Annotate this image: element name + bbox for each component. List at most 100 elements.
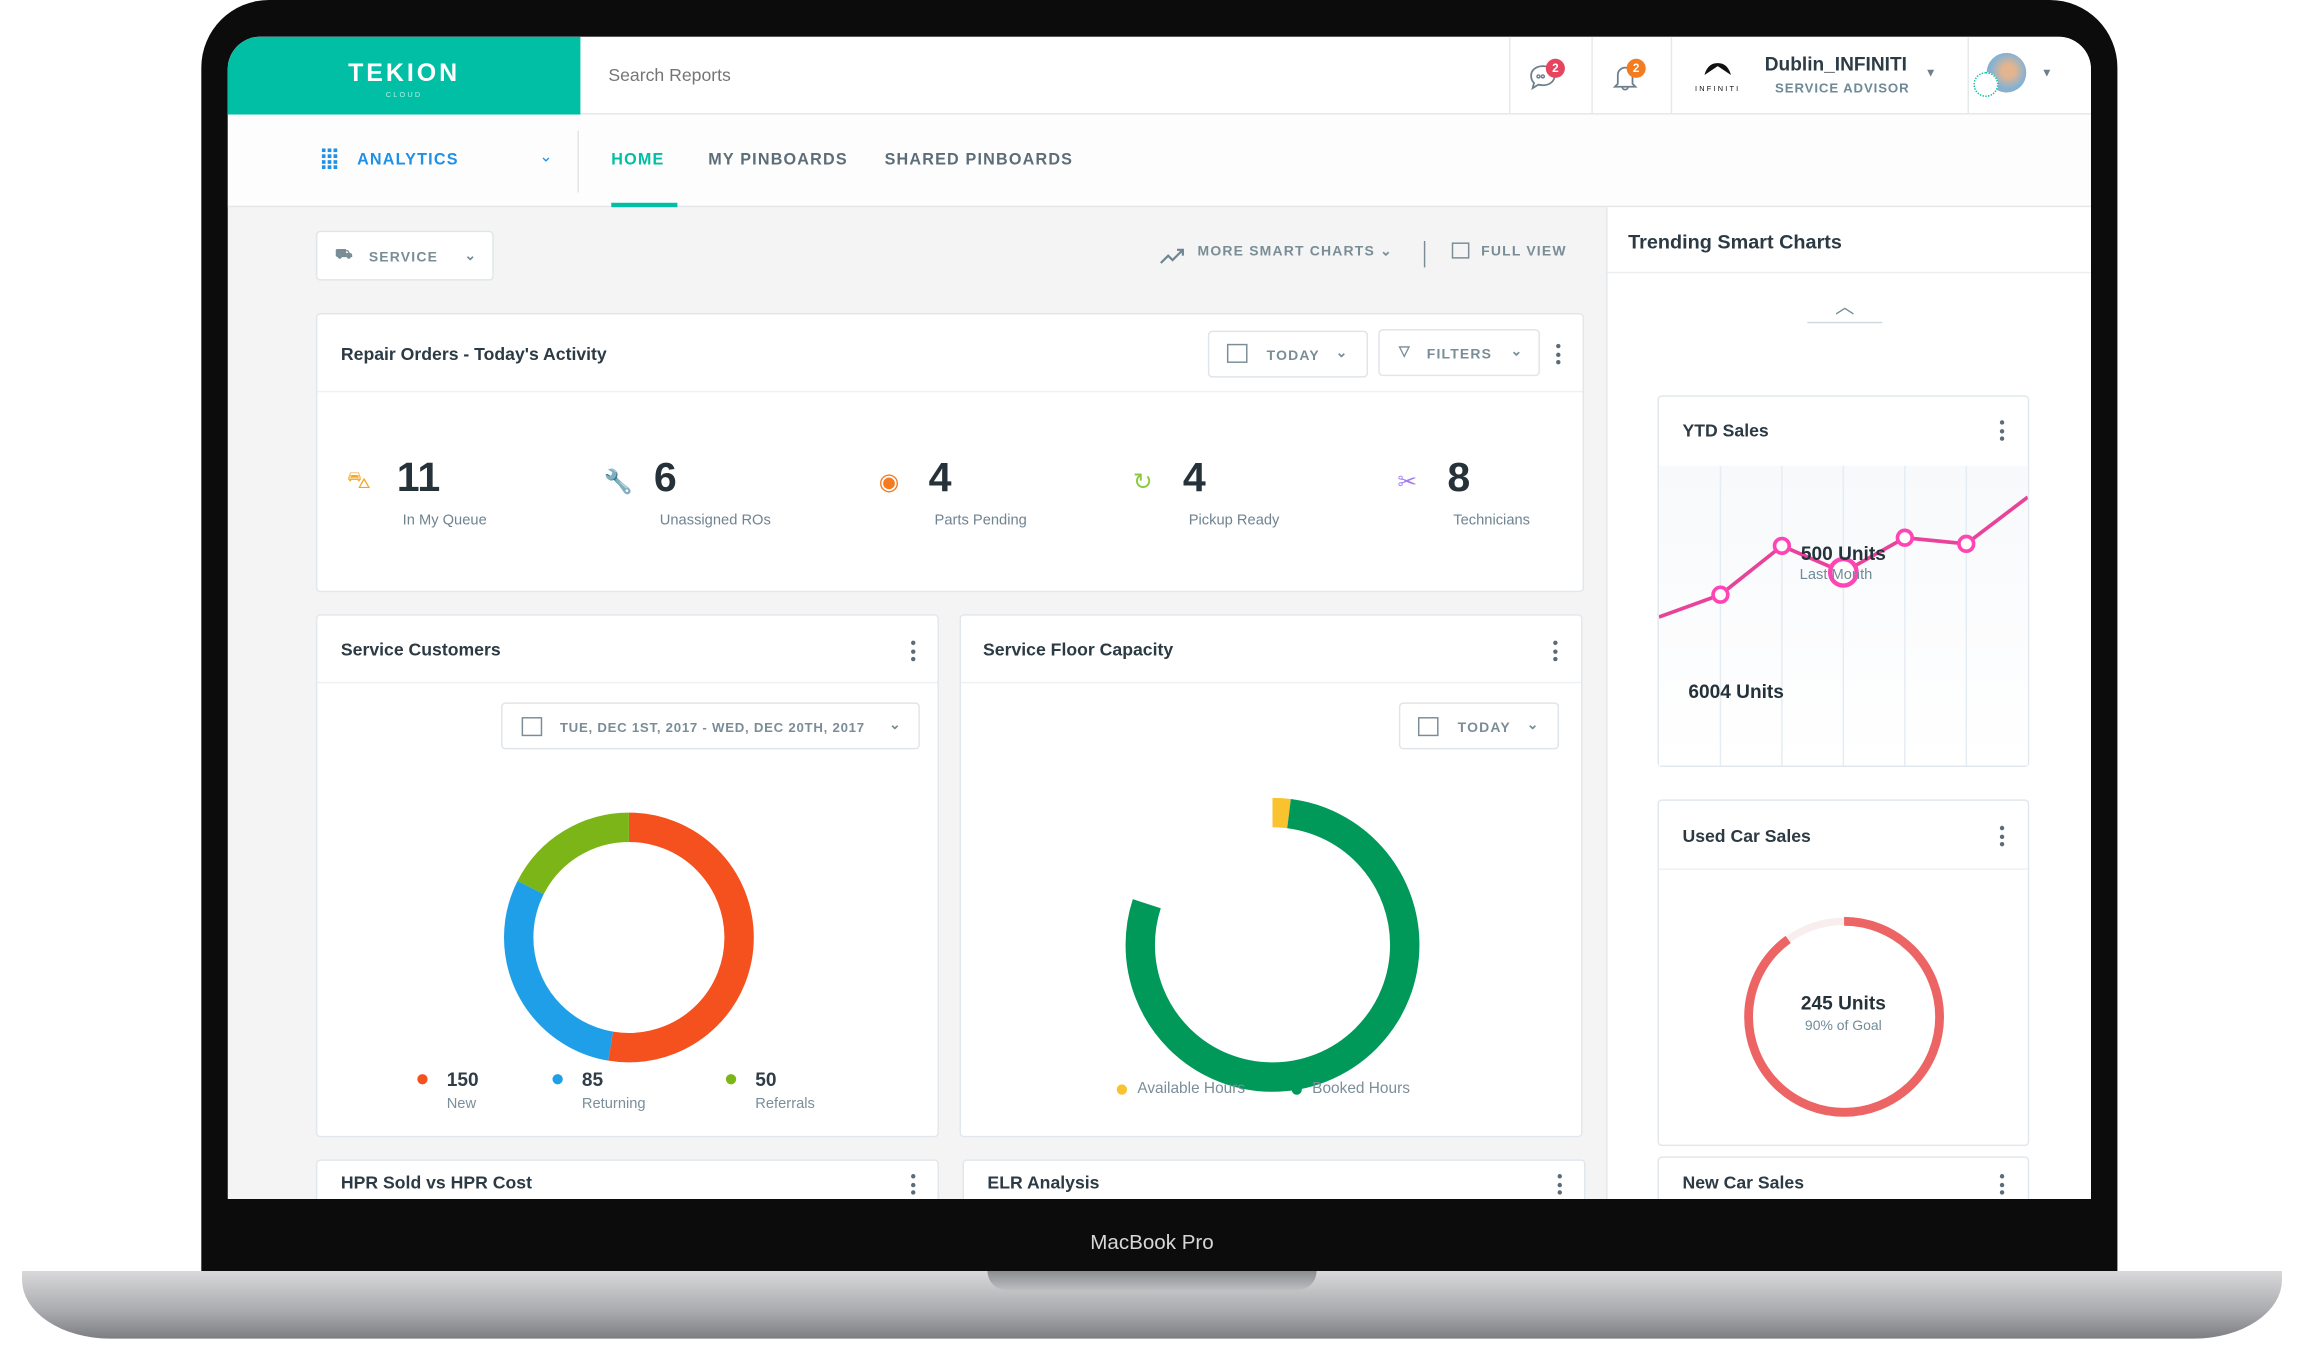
kpi-label: Unassigned ROs — [659, 512, 771, 529]
app-grid-icon[interactable] — [321, 148, 343, 176]
notifications-button[interactable]: 2 — [1609, 58, 1647, 95]
kpi-label: Parts Pending — [934, 512, 1027, 529]
service-floor-donut — [1125, 797, 1420, 1092]
kpi-value: 11 — [396, 454, 441, 500]
hpr-card: HPR Sold vs HPR Cost — [315, 1159, 939, 1200]
clock-in-icon[interactable] — [1973, 72, 1999, 97]
device-label: MacBook Pro — [1090, 1229, 1214, 1254]
more-options-icon[interactable] — [1553, 640, 1558, 665]
kpi-value: 4 — [1182, 454, 1206, 500]
divider — [1967, 36, 1969, 115]
card-title: Service Customers — [340, 639, 501, 660]
date-filter-select[interactable]: TODAY ⌄ — [1207, 330, 1369, 378]
service-customers-donut — [504, 812, 754, 1063]
legend-dot — [417, 1074, 428, 1085]
app-menu-analytics[interactable]: ANALYTICS — [357, 151, 459, 169]
more-smart-charts-label: MORE SMART CHARTS — [1197, 243, 1375, 261]
ytd-total: 6004 Units — [1688, 680, 1784, 703]
calendar-icon — [1417, 717, 1439, 737]
used-car-sales-gauge — [1744, 916, 1945, 1117]
chevron-down-icon[interactable]: ⌄ — [539, 148, 553, 167]
used-car-sales-card: Used Car Sales 245 Units 90% of Goal — [1657, 799, 2030, 1147]
legend-dot — [552, 1074, 563, 1085]
tab-active-indicator — [611, 202, 678, 208]
donut-segment-returning[interactable] — [504, 812, 754, 1063]
filters-button[interactable]: ▽ FILTERS ⌄ — [1378, 329, 1540, 377]
card-title: YTD Sales — [1682, 420, 1769, 441]
kpi-value: 4 — [928, 454, 952, 500]
donut-segment-referrals[interactable] — [504, 812, 754, 1063]
dealer-name[interactable]: Dublin_INFINITI — [1764, 52, 1907, 75]
filters-label: FILTERS — [1426, 346, 1493, 363]
chevron-down-icon: ⌄ — [464, 248, 478, 265]
card-title: New Car Sales — [1682, 1172, 1805, 1194]
trend-icon — [1159, 245, 1185, 271]
more-options-icon[interactable] — [911, 640, 916, 665]
legend-value: 150 — [446, 1068, 479, 1091]
card-title: Repair Orders - Today's Activity — [340, 343, 607, 365]
legend-dot — [1291, 1084, 1302, 1095]
infiniti-logo: INFINITI — [1688, 59, 1747, 94]
car-icon: ⛟ — [335, 246, 354, 264]
elr-card: ELR Analysis — [962, 1159, 1586, 1200]
search-input[interactable] — [608, 64, 1197, 86]
divider — [577, 130, 579, 193]
legend-label: Referrals — [755, 1096, 815, 1113]
screen: TEKION CLOUD 2 2 INFINITI Dublin_INFINIT… — [227, 36, 2091, 1200]
kpi-value: 8 — [1447, 454, 1471, 500]
legend-label: Booked Hours — [1312, 1080, 1410, 1098]
donut-segment-booked-hours[interactable] — [1125, 797, 1420, 1092]
data-point[interactable] — [1957, 534, 1976, 554]
data-point[interactable] — [1827, 556, 1859, 588]
card-title: ELR Analysis — [987, 1172, 1100, 1194]
trending-panel: Trending Smart Charts ︿ YTD Sales 500 Un… — [1606, 207, 2091, 1200]
divider — [1670, 36, 1673, 115]
data-point[interactable] — [1895, 528, 1915, 547]
more-options-icon[interactable] — [1999, 1174, 2005, 1198]
more-options-icon[interactable] — [1999, 825, 2005, 850]
highlight-label: Last Month — [1799, 567, 1873, 584]
more-options-icon[interactable] — [911, 1174, 916, 1198]
tab-shared-pinboards[interactable]: SHARED PINBOARDS — [884, 151, 1074, 169]
legend-dot — [1116, 1084, 1128, 1095]
dealer-dropdown-icon[interactable]: ▼ — [1924, 66, 1937, 80]
divider — [960, 681, 1582, 684]
card-title: Used Car Sales — [1682, 825, 1811, 847]
chevron-down-icon: ⌄ — [1510, 343, 1524, 361]
more-options-icon[interactable] — [1557, 1174, 1562, 1198]
more-smart-charts-button[interactable]: MORE SMART CHARTS ⌄ — [1197, 243, 1393, 261]
logo-text: TEKION — [348, 58, 461, 87]
messages-button[interactable]: 2 — [1527, 58, 1565, 95]
messages-badge: 2 — [1545, 58, 1565, 78]
brand-text: INFINITI — [1695, 85, 1741, 95]
divider — [1607, 271, 2091, 274]
tab-home[interactable]: HOME — [611, 151, 665, 169]
tools-icon: ✂ — [1397, 470, 1418, 496]
department-label: SERVICE — [368, 249, 439, 266]
more-options-icon[interactable] — [1999, 420, 2005, 444]
ytd-sales-line-chart — [1658, 465, 2028, 766]
nav-bar: ANALYTICS ⌄ HOME MY PINBOARDS SHARED PIN… — [227, 114, 2091, 208]
chevron-down-icon: ⌄ — [1526, 717, 1540, 734]
new-car-sales-card: New Car Sales — [1657, 1156, 2030, 1200]
refresh-check-icon: ↻ — [1132, 470, 1153, 496]
tab-my-pinboards[interactable]: MY PINBOARDS — [708, 151, 848, 169]
tekion-logo[interactable]: TEKION CLOUD — [227, 36, 581, 115]
date-filter-label: TODAY — [1266, 348, 1320, 365]
divider — [1423, 240, 1426, 268]
user-role: SERVICE ADVISOR — [1775, 80, 1910, 96]
data-point[interactable] — [1711, 585, 1730, 604]
date-filter-select[interactable]: TODAY ⌄ — [1398, 702, 1560, 750]
profile-dropdown-icon[interactable]: ▼ — [2040, 66, 2053, 80]
kpi-label: In My Queue — [402, 512, 487, 529]
card-title: HPR Sold vs HPR Cost — [340, 1172, 532, 1194]
donut-segment-available-hours[interactable] — [1125, 797, 1420, 1092]
scroll-up-button[interactable]: ︿ — [1807, 291, 1883, 324]
date-range-select[interactable]: TUE, DEC 1ST, 2017 - WED, DEC 20TH, 2017… — [501, 702, 920, 750]
data-point[interactable] — [1772, 536, 1792, 556]
gauge-value: 245 Units — [1800, 991, 1886, 1014]
full-view-button[interactable]: FULL VIEW — [1481, 243, 1567, 261]
logo-subtext: CLOUD — [385, 91, 423, 100]
department-select[interactable]: ⛟ SERVICE ⌄ — [315, 230, 494, 281]
more-options-icon[interactable] — [1556, 343, 1561, 368]
